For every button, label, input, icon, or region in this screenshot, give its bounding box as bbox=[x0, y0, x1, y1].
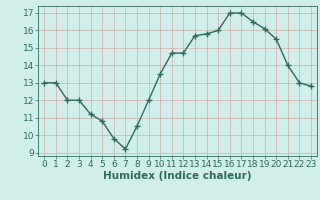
X-axis label: Humidex (Indice chaleur): Humidex (Indice chaleur) bbox=[103, 171, 252, 181]
